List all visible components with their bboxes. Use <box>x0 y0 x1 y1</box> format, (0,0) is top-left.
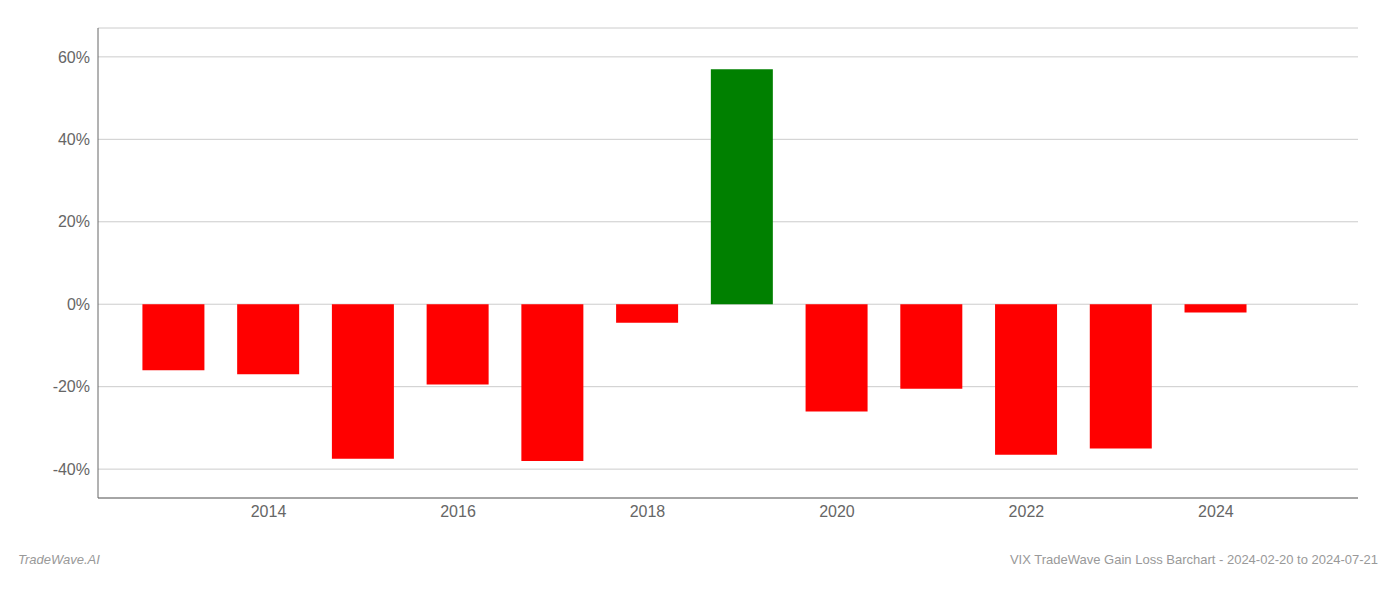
svg-text:40%: 40% <box>58 131 90 148</box>
svg-text:2014: 2014 <box>251 503 287 520</box>
html-text:VIX TradeWave Gain Loss Barcha: VIX TradeWave Gain Loss Barchart - 2024-… <box>1009 552 1378 567</box>
svg-text:0%: 0% <box>67 296 90 313</box>
html-text:TradeWave.AI: TradeWave.AI <box>18 552 100 567</box>
svg-text:20%: 20% <box>58 213 90 230</box>
svg-text:-20%: -20% <box>53 378 90 395</box>
svg-text:2022: 2022 <box>1009 503 1045 520</box>
svg-text:2020: 2020 <box>819 503 855 520</box>
svg-text:2024: 2024 <box>1198 503 1234 520</box>
svg-text:60%: 60% <box>58 49 90 66</box>
svg-text:2016: 2016 <box>440 503 476 520</box>
svg-text:2018: 2018 <box>630 503 666 520</box>
svg-text:-40%: -40% <box>53 461 90 478</box>
